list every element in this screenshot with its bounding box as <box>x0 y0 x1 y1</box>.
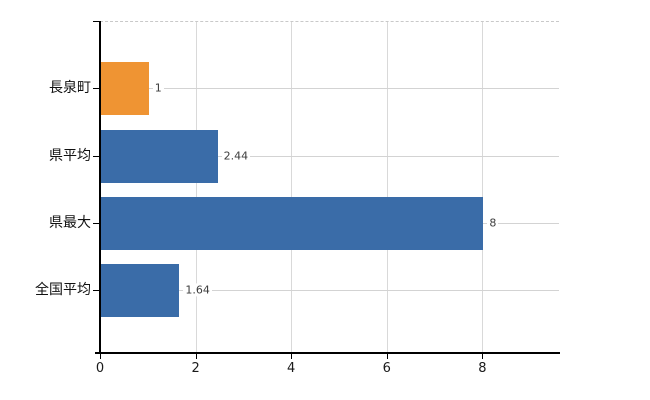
h-gridline <box>100 88 559 89</box>
v-gridline <box>195 22 197 352</box>
x-tick-label: 8 <box>478 361 487 376</box>
x-axis-tick <box>195 353 197 359</box>
bar <box>101 196 484 250</box>
category-label: 全国平均 <box>35 282 91 298</box>
y-axis-tick <box>93 290 100 291</box>
x-tick-label: 0 <box>95 361 105 376</box>
x-axis <box>95 352 560 354</box>
category-label: 長泉町 <box>49 80 91 96</box>
y-axis-top-tick <box>93 21 100 22</box>
x-tick-label: 6 <box>382 361 391 376</box>
category-label: 県平均 <box>49 148 91 164</box>
x-axis-tick <box>100 353 101 359</box>
v-gridline <box>386 22 388 352</box>
value-label: 8 <box>487 216 499 230</box>
value-label: 1 <box>152 81 164 95</box>
x-tick-label: 4 <box>287 361 296 376</box>
y-axis-tick <box>93 156 100 157</box>
x-axis-tick <box>386 353 388 359</box>
category-label: 県最大 <box>49 215 91 231</box>
h-gridline <box>100 290 559 291</box>
bar <box>101 61 149 115</box>
bar <box>101 129 218 183</box>
y-axis-tick <box>93 88 100 89</box>
y-axis-tick <box>93 223 100 224</box>
value-label: 2.44 <box>221 149 251 163</box>
x-axis-tick <box>482 353 484 359</box>
v-gridline <box>291 22 293 352</box>
x-tick-label: 2 <box>191 361 200 376</box>
y-axis <box>99 21 101 353</box>
h-gridline <box>100 156 559 157</box>
v-gridline <box>482 22 484 352</box>
plot-top-border <box>100 21 559 22</box>
value-label: 1.64 <box>183 283 212 297</box>
bar <box>101 263 180 317</box>
x-axis-tick <box>291 353 293 359</box>
